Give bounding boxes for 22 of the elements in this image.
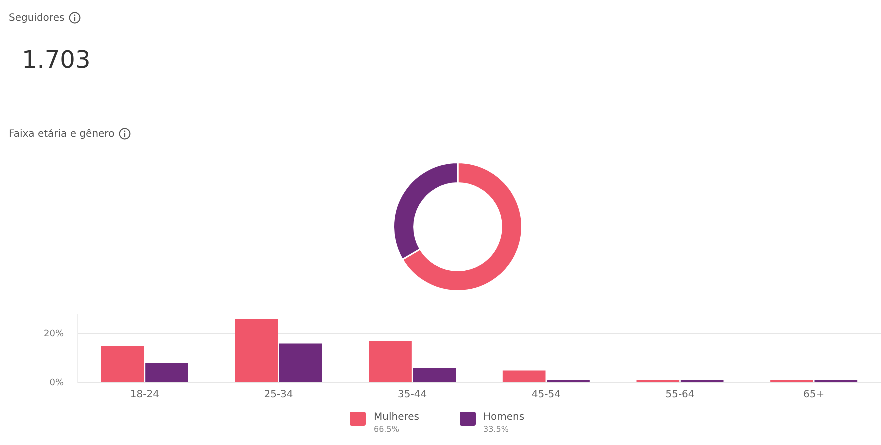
bar bbox=[369, 341, 412, 382]
bar bbox=[502, 370, 546, 382]
bar bbox=[146, 363, 188, 382]
text: Seguidores bbox=[9, 12, 65, 24]
x-tick-label: 65+ bbox=[804, 390, 825, 401]
text: 1.703 bbox=[22, 46, 91, 74]
bar bbox=[279, 344, 322, 382]
bar bbox=[235, 319, 278, 382]
bar bbox=[413, 368, 456, 382]
y-tick-label: 20% bbox=[44, 329, 64, 340]
x-tick-label: 18-24 bbox=[130, 390, 160, 401]
x-tick-label: 55-64 bbox=[666, 390, 695, 401]
x-tick-label: 25-34 bbox=[264, 390, 294, 401]
legend-label: Homens bbox=[484, 412, 525, 423]
x-tick-label: 45-54 bbox=[532, 390, 561, 401]
text: 33.5% bbox=[484, 425, 509, 434]
legend-label: Mulheres bbox=[374, 412, 420, 423]
text: Faixa etária e gênero bbox=[9, 128, 115, 140]
x-tick-label: 35-44 bbox=[398, 390, 428, 401]
text: 66.5% bbox=[374, 425, 400, 434]
bar bbox=[101, 346, 144, 382]
y-tick-label: 0% bbox=[50, 378, 64, 388]
